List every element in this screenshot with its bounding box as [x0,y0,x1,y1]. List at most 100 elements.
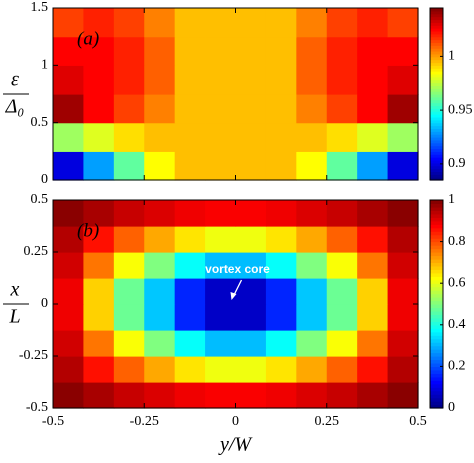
heat-cell [296,382,328,409]
heat-cell [357,382,389,409]
colorbar-swatch [430,28,443,32]
heat-cell [387,252,419,279]
y-tick-label: 0.5 [31,115,49,130]
heat-cell [113,8,145,38]
y-tick-label: 0 [41,296,48,311]
heat-cell [265,226,297,253]
heat-cell [113,382,145,409]
colorbar-swatch [430,148,443,152]
heat-cell [387,356,419,383]
colorbar-swatch [430,39,443,43]
colorbar-swatch [430,8,443,12]
panel-label: (a) [77,28,99,49]
colorbar-swatch [430,56,443,61]
y-tick-label: 0.5 [31,192,49,207]
colorbar-swatch [430,245,443,250]
colorbar-swatch [430,165,443,170]
heat-cell [53,8,85,38]
heat-cell [326,8,358,38]
heat-cell [326,200,358,227]
heat-cell [387,151,419,181]
heat-cell [357,151,389,181]
heat-cell [387,200,419,227]
colorbar-swatch [430,220,443,225]
heat-cell [53,65,85,95]
colorbar-swatch [430,335,443,340]
heat-cell [265,8,297,38]
colorbar-swatch [430,328,443,333]
y-label-numerator: ε [11,69,19,91]
colorbar-swatch [430,252,443,257]
colorbar-swatch [430,248,443,253]
heat-cell [265,278,297,305]
heat-cell [144,151,176,181]
heat-cell [205,252,237,279]
heat-cell [296,151,328,181]
heat-cell [265,252,297,279]
colorbar-swatch [430,314,443,319]
heat-cell [53,330,85,357]
heat-cell [235,122,267,152]
colorbar-swatch [430,213,443,218]
heat-cell [113,278,145,305]
heat-cell [53,356,85,383]
heat-cell [205,122,237,152]
colorbar-swatch [430,376,443,381]
heat-cell [265,94,297,124]
colorbar-tick-label: 0 [448,400,455,415]
heat-cell [326,94,358,124]
colorbar-tick-label: 0.2 [448,359,466,374]
heat-cell [53,200,85,227]
heat-cell [235,94,267,124]
colorbar-swatch [430,79,443,84]
colorbar-swatch [430,16,443,21]
heat-cell [174,65,206,95]
heat-cell [296,252,328,279]
heat-cell [174,330,206,357]
colorbar-swatch [430,68,443,72]
colorbar-swatch [430,71,443,75]
heat-cell [83,36,115,66]
y-tick-label: 0.25 [24,244,49,259]
heat-cell [235,151,267,181]
heat-cell [387,94,419,124]
heat-cell [387,226,419,253]
colorbar-swatch [430,300,443,305]
heat-cell [174,122,206,152]
colorbar-swatch [430,387,443,392]
colorbar-tick-label: 0.4 [448,317,466,332]
heat-cell [83,8,115,38]
colorbar-swatch [430,255,443,260]
heat-cell [357,36,389,66]
colorbar-swatch [430,317,443,322]
colorbar-swatch [430,119,443,124]
heat-cell [357,304,389,331]
heat-cell [83,94,115,124]
colorbar-swatch [430,238,443,243]
heat-cell [144,304,176,331]
heat-cell [326,151,358,181]
heat-cell [53,122,85,152]
heat-cell [174,356,206,383]
heat-cell [144,356,176,383]
heat-cell [174,36,206,66]
colorbar-swatch [430,82,443,86]
x-label: y/W [218,434,253,456]
colorbar-swatch [430,171,443,175]
colorbar-swatch [430,383,443,388]
colorbar-swatch [430,366,443,371]
colorbar-swatch [430,217,443,222]
colorbar-swatch [430,128,443,132]
heat-cell [265,382,297,409]
colorbar-swatch [430,177,443,181]
heat-cell [387,65,419,95]
heat-cell [174,252,206,279]
heat-cell [326,382,358,409]
heat-cell [326,278,358,305]
colorbar-swatch [430,108,443,112]
heat-cell [235,200,267,227]
y-tick-label: 1 [41,58,48,73]
colorbar-swatch [430,99,443,104]
colorbar-swatch [430,73,443,78]
colorbar-swatch [430,19,443,23]
